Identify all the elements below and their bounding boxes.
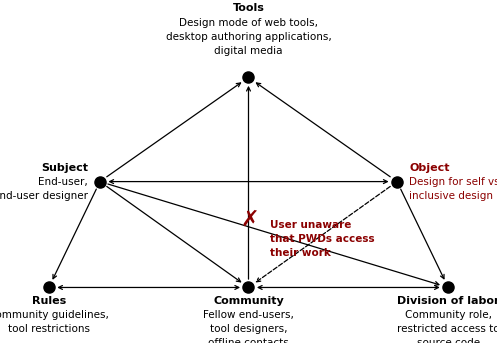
Text: Fellow end-users,: Fellow end-users, xyxy=(203,310,294,320)
Text: tool restrictions: tool restrictions xyxy=(8,324,90,334)
Text: Tools: Tools xyxy=(233,3,264,13)
Text: desktop authoring applications,: desktop authoring applications, xyxy=(166,32,331,42)
Text: digital media: digital media xyxy=(214,46,283,56)
Text: their work: their work xyxy=(270,248,331,259)
Text: Subject: Subject xyxy=(41,163,88,173)
Text: Design mode of web tools,: Design mode of web tools, xyxy=(179,17,318,27)
Text: ✗: ✗ xyxy=(240,210,259,230)
Text: User unaware: User unaware xyxy=(270,220,352,230)
Text: offline contacts: offline contacts xyxy=(208,338,289,343)
Text: restricted access to: restricted access to xyxy=(397,324,497,334)
Text: that PWDs access: that PWDs access xyxy=(270,234,375,244)
Text: Community role,: Community role, xyxy=(405,310,492,320)
Text: inclusive design: inclusive design xyxy=(409,191,493,201)
Text: Community: Community xyxy=(213,296,284,306)
Text: Division of labor: Division of labor xyxy=(397,296,497,306)
Text: source code: source code xyxy=(416,338,480,343)
Text: Object: Object xyxy=(409,163,450,173)
Text: end-user designer: end-user designer xyxy=(0,191,88,201)
Text: End-user,: End-user, xyxy=(38,177,88,187)
Text: Design for self vs.: Design for self vs. xyxy=(409,177,497,187)
Text: Rules: Rules xyxy=(32,296,66,306)
Text: Community guidelines,: Community guidelines, xyxy=(0,310,109,320)
Text: tool designers,: tool designers, xyxy=(210,324,287,334)
